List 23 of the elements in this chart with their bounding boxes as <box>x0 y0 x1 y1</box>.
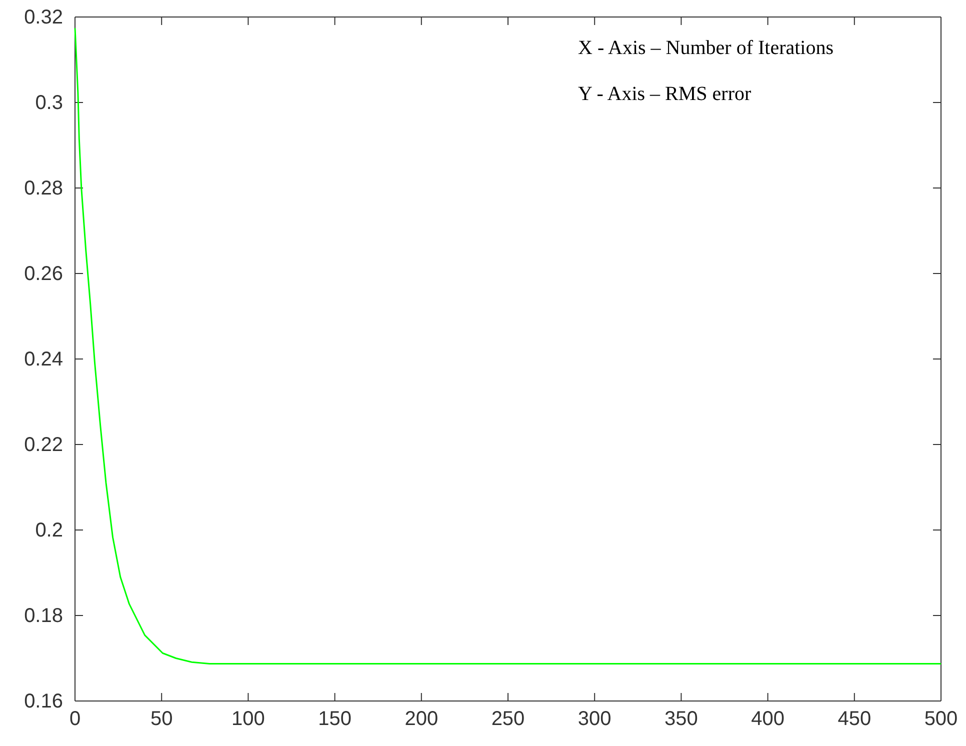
y-tick-label: 0.16 <box>24 690 63 712</box>
y-tick-label: 0.2 <box>35 519 63 542</box>
x-tick-label: 150 <box>318 708 352 730</box>
x-tick-label: 300 <box>578 708 612 730</box>
x-tick-label: 350 <box>664 708 698 730</box>
x-tick-label: 100 <box>232 708 265 730</box>
x-tick-label: 500 <box>924 708 958 730</box>
line-series <box>74 27 942 665</box>
y-tick-label: 0.22 <box>24 434 63 456</box>
annotation: X - Axis – Number of Iterations <box>578 37 834 59</box>
y-tick-label: 0.26 <box>24 262 63 285</box>
y-tick-label: 0.18 <box>24 604 63 627</box>
annotation: Y - Axis – RMS error <box>578 83 752 105</box>
x-tick-label: 0 <box>69 708 81 730</box>
y-tick-label: 0.24 <box>24 348 63 370</box>
y-tick-label: 0.28 <box>24 177 63 200</box>
x-tick-label: 450 <box>838 708 872 730</box>
x-tick-label: 200 <box>404 708 438 730</box>
x-tick-label: 250 <box>491 708 525 730</box>
x-tick-label: 400 <box>751 708 784 730</box>
y-tick-label: 0.32 <box>24 6 63 28</box>
y-tick-label: 0.3 <box>35 92 63 114</box>
x-tick-label: 50 <box>150 708 173 730</box>
